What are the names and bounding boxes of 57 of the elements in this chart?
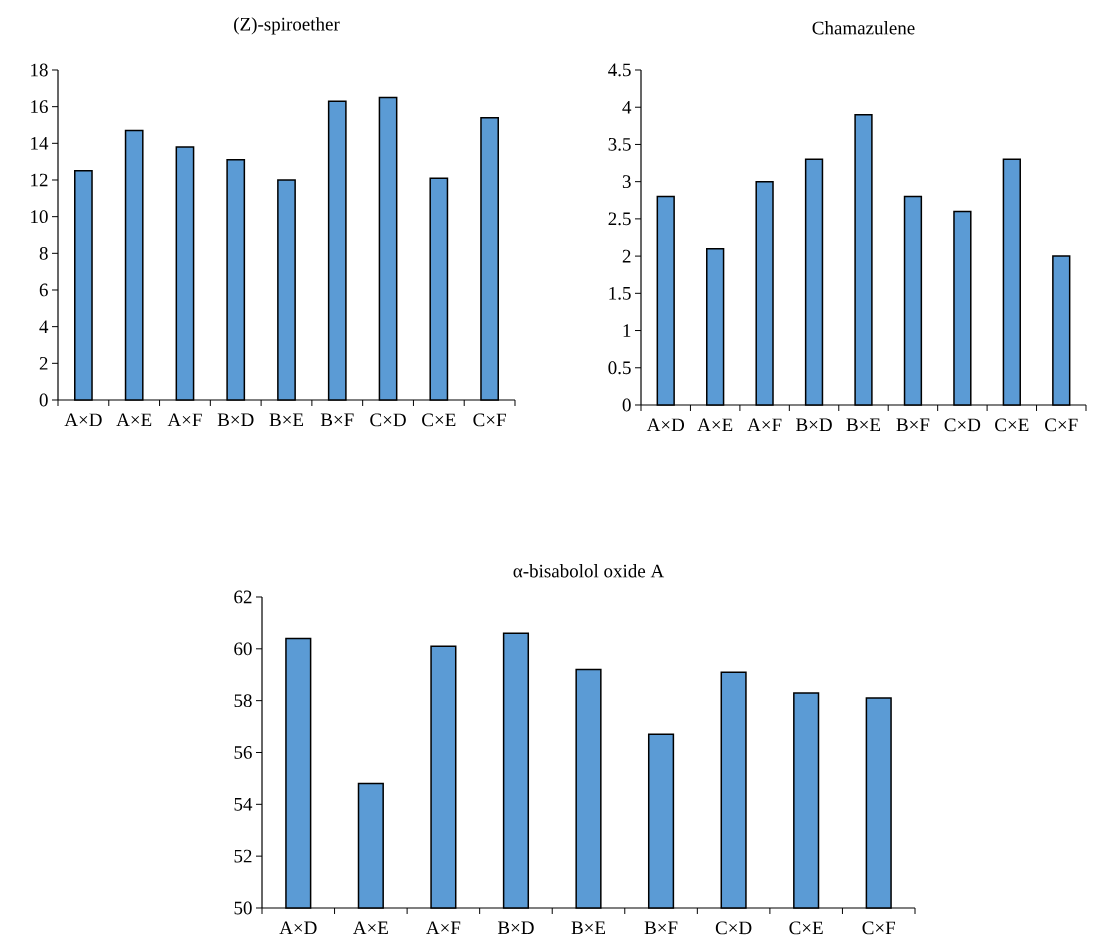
y-tick-label: 18 — [31, 63, 48, 77]
x-tick-label: B×F — [644, 921, 678, 935]
y-tick-label: 1 — [623, 324, 631, 337]
x-tick-label: A×E — [353, 921, 388, 935]
y-tick-label: 50 — [234, 901, 252, 915]
x-tick-label: C×D — [715, 921, 752, 935]
x-tick-label: A×E — [116, 413, 152, 427]
y-tick-label: 4.5 — [608, 63, 631, 77]
x-tick-label: B×E — [269, 413, 304, 427]
y-tick-label: 0 — [622, 398, 631, 412]
y-tick-label: 62 — [234, 590, 252, 604]
x-tick-label: A×F — [747, 418, 782, 432]
y-tick-label: 60 — [234, 642, 252, 656]
y-tick-label: 58 — [234, 694, 252, 708]
x-tick-label: B×E — [571, 921, 606, 935]
x-tick-label: C×E — [422, 413, 456, 427]
y-tick-label: 3 — [622, 175, 631, 189]
y-tick-label: 0.5 — [608, 361, 631, 375]
x-tick-label: A×D — [646, 418, 685, 432]
y-tick-label: 3.5 — [608, 138, 631, 151]
x-tick-label: A×E — [697, 418, 733, 432]
chart-title: α-bisabolol oxide A — [513, 564, 665, 578]
x-tick-label: A×F — [167, 413, 202, 427]
y-tick-label: 2 — [622, 249, 631, 263]
y-tick-label: 8 — [39, 246, 48, 260]
x-tick-label: B×F — [320, 413, 354, 427]
x-tick-label: C×F — [862, 921, 896, 935]
y-tick-label: 2.5 — [608, 212, 631, 226]
x-tick-label: A×D — [64, 413, 102, 427]
y-tick-label: 2 — [39, 357, 48, 370]
y-tick-label: 1.5 — [609, 286, 631, 300]
y-tick-label: 56 — [234, 746, 252, 759]
x-tick-label: B×D — [796, 418, 832, 432]
y-tick-label: 14 — [31, 137, 49, 150]
x-tick-label: B×E — [846, 418, 881, 432]
x-tick-label: C×F — [1045, 418, 1078, 432]
x-tick-label: C×D — [944, 418, 981, 432]
y-tick-label: 10 — [31, 210, 48, 224]
x-tick-label: B×F — [896, 418, 930, 432]
x-tick-label: C×F — [473, 413, 506, 427]
chart-title: (Z)-spiroether — [234, 17, 340, 35]
y-tick-label: 16 — [31, 100, 48, 114]
y-tick-label: 12 — [31, 173, 48, 187]
chart-title: Chamazulene — [812, 21, 915, 35]
x-tick-label: C×E — [995, 418, 1029, 432]
x-tick-label: A×D — [279, 921, 317, 935]
x-tick-label: A×F — [426, 921, 461, 935]
y-tick-label: 0 — [39, 393, 48, 407]
y-tick-label: 4 — [39, 320, 49, 333]
x-tick-label: B×D — [217, 413, 254, 427]
y-tick-label: 54 — [234, 797, 253, 811]
y-tick-label: 6 — [39, 283, 48, 297]
x-tick-label: C×D — [370, 413, 406, 427]
x-tick-label: B×D — [497, 921, 534, 935]
y-tick-label: 52 — [234, 849, 252, 863]
x-tick-label: C×E — [789, 921, 823, 935]
y-tick-label: 4 — [622, 100, 632, 114]
